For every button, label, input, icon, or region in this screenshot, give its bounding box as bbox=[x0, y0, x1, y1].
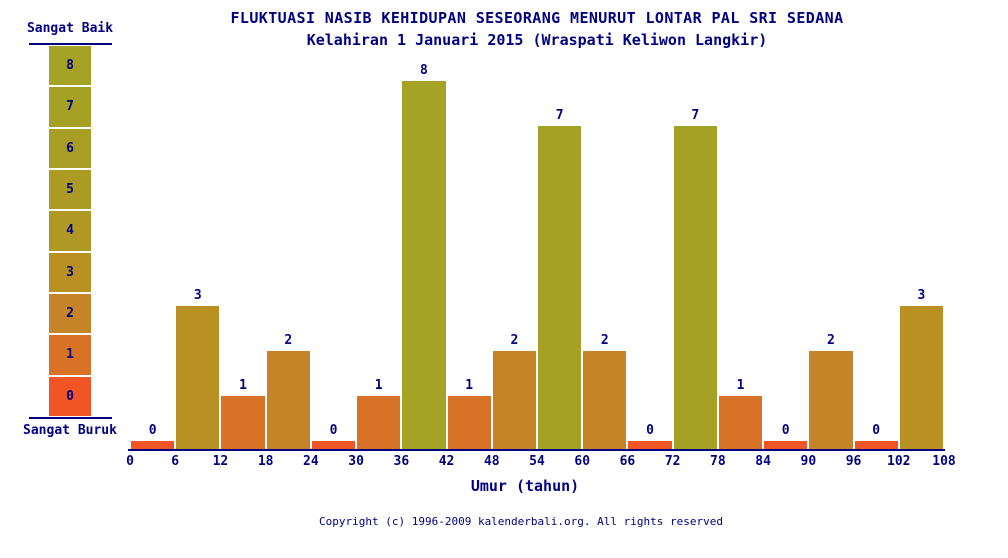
x-tick-24: 24 bbox=[303, 454, 319, 469]
bar-age-24-30 bbox=[311, 441, 356, 449]
bar-value-label: 3 bbox=[917, 288, 926, 303]
x-tick-84: 84 bbox=[755, 454, 771, 469]
bar-age-72-78 bbox=[673, 126, 717, 449]
chart-title: FLUKTUASI NASIB KEHIDUPAN SESEORANG MENU… bbox=[230, 9, 844, 27]
bar-value-label: 7 bbox=[555, 108, 564, 123]
bar-value-label: 2 bbox=[600, 333, 609, 348]
x-tick-0: 0 bbox=[126, 454, 134, 469]
bar-age-30-36 bbox=[357, 396, 401, 449]
bar-age-48-54 bbox=[492, 351, 536, 449]
legend-cell-2: 2 bbox=[49, 293, 91, 334]
x-axis-title: Umur (tahun) bbox=[470, 477, 580, 495]
legend-cell-5: 5 bbox=[49, 169, 91, 210]
x-tick-102: 102 bbox=[887, 454, 911, 469]
bar-age-18-24 bbox=[266, 351, 310, 449]
bar-age-42-48 bbox=[447, 396, 491, 449]
x-tick-42: 42 bbox=[438, 454, 455, 469]
legend-cell-0: 0 bbox=[49, 376, 91, 416]
x-tick-72: 72 bbox=[664, 454, 681, 469]
bar-value-label: 2 bbox=[284, 333, 293, 348]
bar-age-0-6 bbox=[131, 441, 175, 449]
bar-value-label: 3 bbox=[193, 288, 202, 303]
bar-age-78-84 bbox=[718, 396, 763, 449]
bar-value-label: 0 bbox=[646, 423, 654, 438]
legend-divider-bottom bbox=[29, 417, 112, 419]
legend-cell-4: 4 bbox=[49, 211, 91, 251]
x-tick-30: 30 bbox=[348, 454, 364, 469]
legend-cell-1: 1 bbox=[49, 335, 91, 375]
bar-age-84-90 bbox=[764, 441, 808, 449]
x-axis-ticks: 0 6 12 18 24 30 36 42 48 54 60 66 72 78 84 90 96 102 108 bbox=[126, 454, 956, 470]
x-tick-12: 12 bbox=[212, 454, 229, 469]
x-axis-line bbox=[128, 449, 945, 451]
x-tick-66: 66 bbox=[619, 454, 636, 469]
bar-age-66-72 bbox=[628, 441, 672, 449]
bar-age-90-96 bbox=[809, 351, 853, 449]
x-tick-6: 6 bbox=[171, 454, 180, 469]
chart-subtitle: Kelahiran 1 Januari 2015 (Wraspati Keliw… bbox=[306, 31, 768, 49]
x-tick-60: 60 bbox=[574, 454, 591, 469]
x-tick-18: 18 bbox=[257, 454, 274, 469]
bar-value-label: 0 bbox=[148, 423, 157, 438]
bar-value-label: 1 bbox=[736, 378, 745, 393]
bar-value-label: 1 bbox=[374, 378, 383, 393]
bar-age-102-108 bbox=[899, 306, 943, 449]
bar-age-6-12 bbox=[176, 306, 220, 449]
x-tick-96: 96 bbox=[845, 454, 862, 469]
x-tick-36: 36 bbox=[393, 454, 410, 469]
legend-divider-top bbox=[29, 43, 112, 45]
bar-age-36-42 bbox=[402, 81, 446, 449]
legend-cell-8: 8 bbox=[49, 46, 91, 86]
copyright-text: Copyright (c) 1996-2009 kalenderbali.org… bbox=[319, 515, 723, 528]
bar-value-label: 1 bbox=[239, 378, 247, 393]
bar-value-label: 2 bbox=[827, 333, 835, 348]
x-tick-48: 48 bbox=[483, 454, 500, 469]
legend-cell-7: 7 bbox=[49, 87, 91, 127]
bar-value-label: 2 bbox=[510, 333, 519, 348]
bar-value-label: 0 bbox=[329, 423, 338, 438]
legend-cell-6: 6 bbox=[49, 128, 91, 168]
legend-label-very-bad: Sangat Buruk bbox=[23, 423, 117, 438]
x-tick-108: 108 bbox=[932, 454, 956, 469]
bar-value-label: 1 bbox=[465, 378, 474, 393]
bar-value-label: 0 bbox=[781, 423, 790, 438]
legend-cell-3: 3 bbox=[49, 252, 91, 292]
bar-value-label: 8 bbox=[420, 63, 428, 78]
bar-age-12-18 bbox=[221, 396, 265, 449]
x-tick-90: 90 bbox=[800, 454, 817, 469]
bar-age-60-66 bbox=[583, 351, 627, 449]
bar-value-label: 7 bbox=[691, 108, 700, 123]
x-tick-54: 54 bbox=[529, 454, 545, 469]
bar-age-96-102 bbox=[854, 441, 898, 449]
bar-value-label: 0 bbox=[872, 423, 881, 438]
x-tick-78: 78 bbox=[710, 454, 726, 469]
legend-label-very-good: Sangat Baik bbox=[26, 21, 114, 36]
bar-age-54-60 bbox=[538, 126, 582, 449]
